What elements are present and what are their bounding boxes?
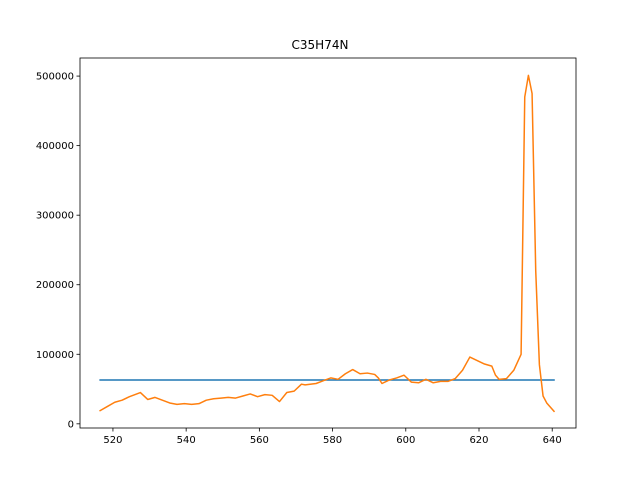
x-tick-label: 560 — [250, 435, 269, 446]
series-layer — [99, 74, 556, 413]
y-tick-label: 500000 — [36, 72, 74, 83]
x-axis-ticks: 520 540 560 580 600 620 640 — [103, 428, 562, 446]
y-tick-label: 300000 — [36, 211, 74, 222]
x-tick-label: 620 — [469, 435, 488, 446]
x-tick-label: 600 — [396, 435, 415, 446]
y-tick-label: 0 — [68, 419, 74, 430]
x-tick-label: 640 — [543, 435, 562, 446]
x-tick-label: 520 — [103, 435, 122, 446]
series-line-2 — [99, 74, 556, 413]
y-axis-ticks: 0 100000 200000 300000 400000 500000 — [36, 72, 80, 430]
y-tick-label: 100000 — [36, 350, 74, 361]
y-tick-label: 200000 — [36, 280, 74, 291]
chart-title: C35H74N — [292, 38, 349, 52]
x-tick-label: 580 — [323, 435, 342, 446]
y-tick-label: 400000 — [36, 141, 74, 152]
x-tick-label: 540 — [177, 435, 196, 446]
plot-area-frame — [79, 57, 577, 429]
